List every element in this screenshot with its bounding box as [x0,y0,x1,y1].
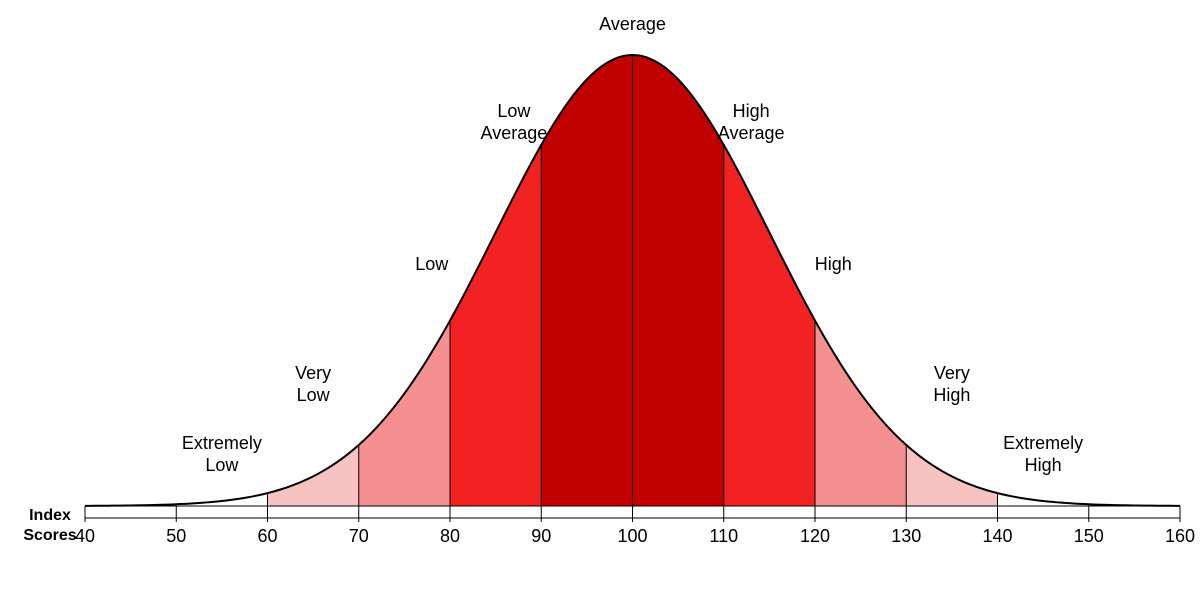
band-label: Average [718,123,785,143]
axis-label-line: Scores [23,527,76,544]
band-label: Low [497,101,531,121]
band-label: High [1025,455,1062,475]
band-label: Very [934,363,970,383]
band-label: High [733,101,770,121]
band-label: Extremely [182,433,262,453]
axis-tick-label: 150 [1074,526,1104,546]
band-label: High [815,254,852,274]
axis-tick-label: 110 [709,526,738,546]
axis-tick-label: 130 [891,526,921,546]
axis-tick-label: 120 [800,526,830,546]
axis-tick-label: 140 [982,526,1012,546]
chart-svg: 40 50 60 70 80 90 100 110 120 130 140 150 160 Index Sc… [0,0,1200,600]
axis-tick-label: 50 [166,526,186,546]
axis-tick-label: 100 [617,526,647,546]
band-label: Average [599,14,666,34]
bell-curve-chart: 40 50 60 70 80 90 100 110 120 130 140 150 160 Index Sc… [0,0,1200,600]
band-label: Low [415,254,449,274]
band-label: Very [295,363,331,383]
band-label: Low [205,455,239,475]
axis-tick-label: 90 [531,526,551,546]
band-label: Extremely [1003,433,1083,453]
band-label: Low [297,385,331,405]
axis-tick-label: 60 [257,526,277,546]
band-label: High [933,385,970,405]
band-label: Average [481,123,548,143]
axis-tick-label: 70 [349,526,369,546]
axis-tick-label: 80 [440,526,460,546]
axis-tick-label: 160 [1165,526,1195,546]
axis-label-line: Index [29,507,71,524]
axis-tick-label: 40 [75,526,95,546]
